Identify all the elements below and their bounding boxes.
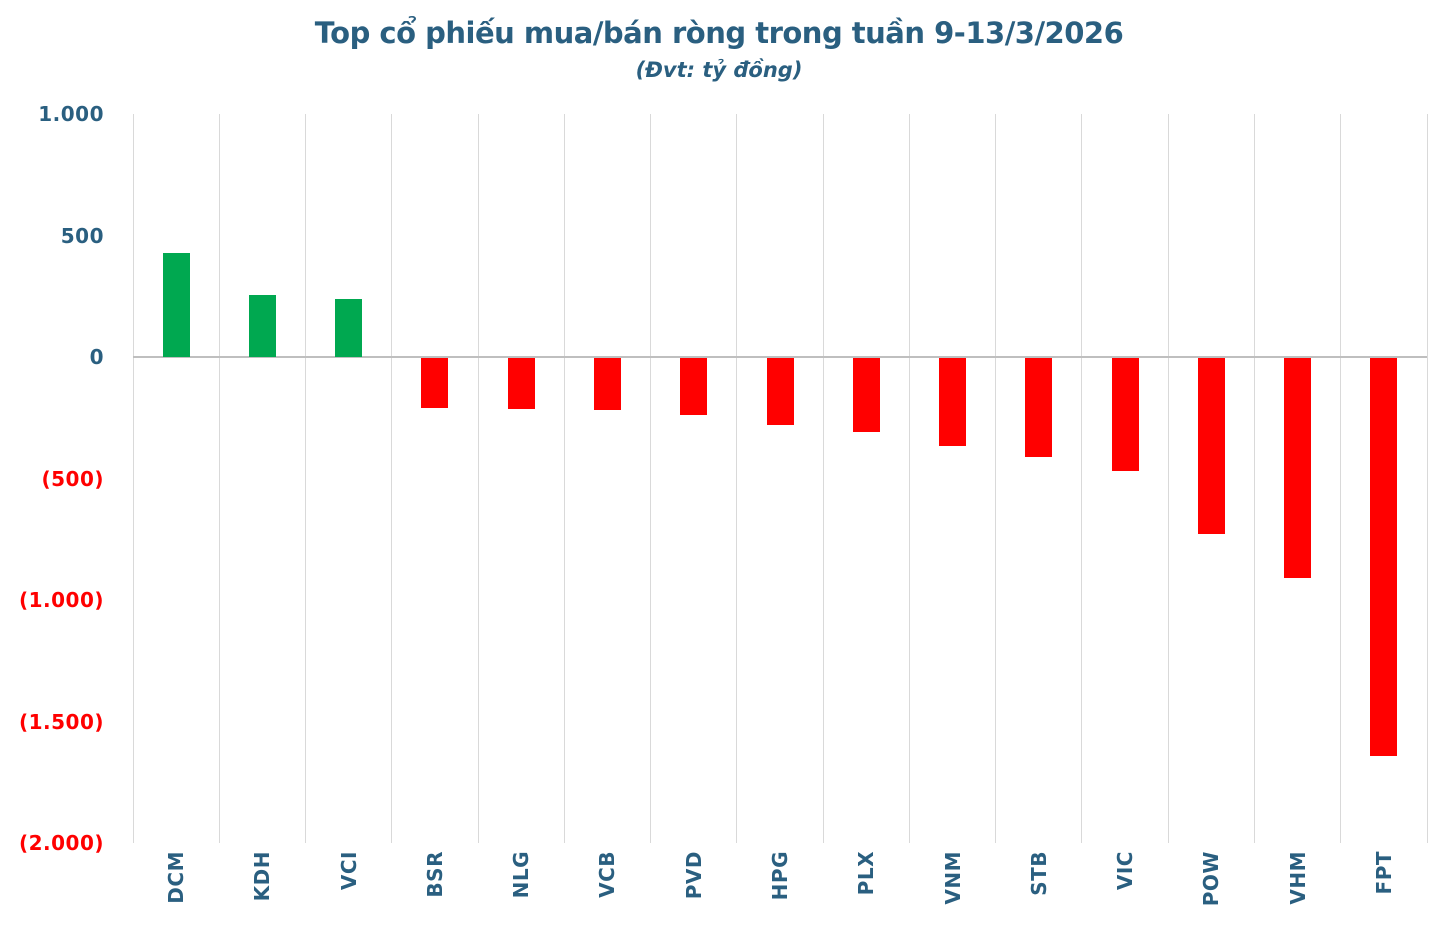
bar-PVD <box>680 358 708 416</box>
y-tick-label: 500 <box>60 223 104 248</box>
v-gridline <box>477 114 479 843</box>
x-label-NLG: NLG <box>509 851 534 899</box>
y-tick-label: 1.000 <box>38 102 104 126</box>
v-gridline <box>995 114 997 843</box>
chart-title: Top cổ phiếu mua/bán ròng trong tuần 9-1… <box>314 16 1124 50</box>
bar-VIC <box>1111 358 1139 472</box>
y-tick-label: (2.000) <box>18 831 104 855</box>
chart-subtitle: (Đvt: tỷ đồng) <box>635 58 803 82</box>
bar-NLG <box>507 358 535 410</box>
x-label-VCB: VCB <box>595 851 620 898</box>
v-gridline <box>908 114 910 843</box>
v-gridline <box>650 114 652 843</box>
bar-HPG <box>766 358 794 426</box>
zero-axis-line <box>133 356 1427 358</box>
bar-POW <box>1197 358 1225 535</box>
bar-STB <box>1025 358 1053 457</box>
v-gridline <box>132 114 134 843</box>
bar-VCB <box>593 358 621 411</box>
bar-DCM <box>162 252 190 357</box>
v-gridline <box>1167 114 1169 843</box>
x-label-VCI: VCI <box>336 851 361 891</box>
x-label-POW: POW <box>1199 851 1224 907</box>
bar-BSR <box>421 358 449 409</box>
x-label-VIC: VIC <box>1113 851 1138 891</box>
x-label-PLX: PLX <box>854 851 879 896</box>
x-label-STB: STB <box>1026 851 1051 896</box>
v-gridline <box>736 114 738 843</box>
y-tick-label: (500) <box>41 466 104 491</box>
v-gridline <box>563 114 565 843</box>
v-gridline <box>218 114 220 843</box>
bar-PLX <box>852 358 880 433</box>
x-label-BSR: BSR <box>422 851 447 898</box>
v-gridline <box>1340 114 1342 843</box>
x-label-KDH: KDH <box>250 851 275 902</box>
v-gridline <box>1081 114 1083 843</box>
v-gridline <box>1426 114 1428 843</box>
x-label-VNM: VNM <box>940 851 965 905</box>
bar-FPT <box>1370 358 1398 756</box>
v-gridline <box>305 114 307 843</box>
x-label-HPG: HPG <box>768 851 792 901</box>
x-label-PVD: PVD <box>681 851 706 900</box>
bar-VHM <box>1284 358 1312 579</box>
y-tick-label: 0 <box>89 345 104 369</box>
x-label-FPT: FPT <box>1371 851 1396 895</box>
v-gridline <box>1253 114 1255 843</box>
x-label-VHM: VHM <box>1285 851 1310 905</box>
v-gridline <box>391 114 393 843</box>
bar-VCI <box>335 298 363 357</box>
bar-VNM <box>939 358 967 446</box>
bar-KDH <box>248 295 276 357</box>
y-tick-label: (1.000) <box>18 588 104 612</box>
y-tick-label: (1.500) <box>18 709 104 734</box>
x-label-DCM: DCM <box>164 851 189 904</box>
v-gridline <box>822 114 824 843</box>
